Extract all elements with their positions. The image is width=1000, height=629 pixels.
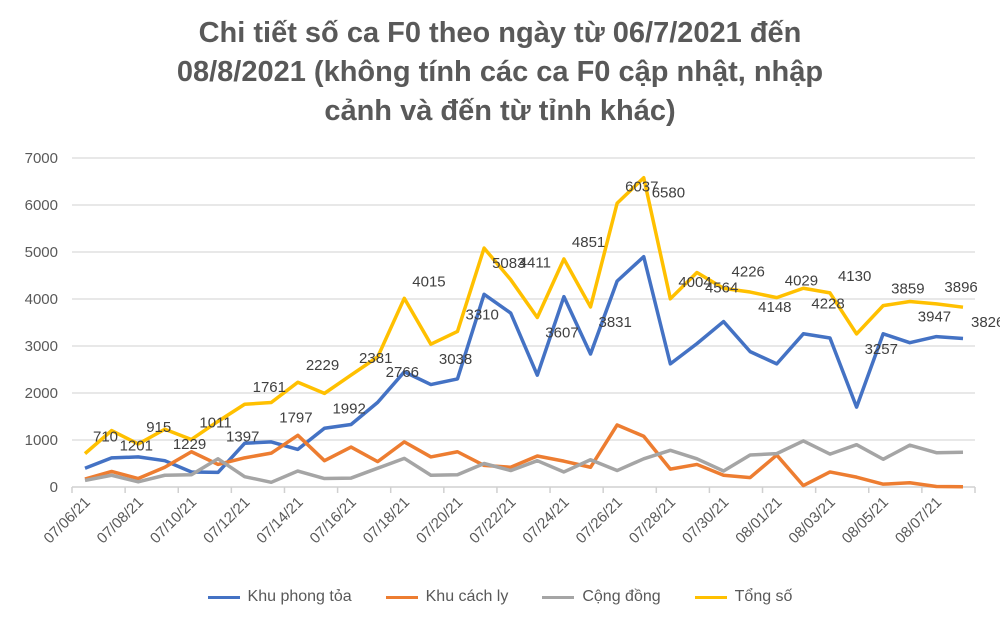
data-label: 4148 (758, 299, 791, 316)
data-label: 3831 (599, 314, 632, 331)
legend-item: Tổng số (694, 588, 793, 606)
data-label: 3896 (944, 279, 977, 296)
series-line-khu-phong-tỏa (84, 254, 964, 475)
data-label: 1761 (253, 379, 286, 396)
data-label: 4130 (838, 268, 871, 285)
data-label: 4411 (519, 255, 551, 272)
data-label: 3859 (891, 281, 924, 298)
x-tick-label: 07/16/21 (307, 494, 360, 547)
x-tick-label: 07/30/21 (679, 494, 732, 547)
series-line-cộng-đồng (84, 439, 964, 485)
data-label: 5083 (492, 255, 525, 272)
data-label: 1797 (279, 410, 312, 427)
data-label: 1201 (120, 438, 153, 455)
x-tick-label: 08/05/21 (839, 494, 892, 547)
x-tick-label: 07/08/21 (94, 494, 147, 547)
y-tick-label: 7000 (25, 150, 58, 167)
data-label: 6580 (652, 185, 685, 202)
x-tick-label: 08/07/21 (892, 494, 945, 547)
legend-swatch (694, 595, 727, 599)
data-label: 4029 (785, 273, 818, 290)
data-label: 2766 (386, 364, 419, 381)
x-tick-label: 07/20/21 (413, 494, 466, 547)
x-tick-label: 07/22/21 (466, 494, 519, 547)
data-label: 3038 (439, 351, 472, 368)
y-tick-label: 2000 (25, 385, 58, 402)
data-label: 4226 (732, 263, 765, 280)
legend-label: Cộng đồng (582, 588, 661, 605)
legend-swatch (385, 595, 418, 599)
legend-item: Khu cách ly (385, 588, 509, 606)
x-tick-label: 07/14/21 (253, 494, 306, 547)
y-tick-label: 5000 (25, 244, 58, 261)
legend-item: Cộng đồng (542, 588, 661, 606)
x-tick-label: 07/12/21 (200, 494, 253, 547)
legend: Khu phong tỏa Khu cách ly Cộng đồng Tổng số (0, 588, 1000, 606)
legend-label: Tổng số (734, 588, 793, 605)
legend-label: Khu cách ly (425, 588, 509, 605)
y-tick-label: 4000 (25, 291, 58, 308)
data-label: 1397 (226, 428, 259, 445)
x-tick-label: 07/28/21 (626, 494, 679, 547)
series-line-khu-cách-ly (84, 423, 964, 489)
data-label: 4228 (811, 295, 844, 312)
x-tick-label: 07/06/21 (41, 494, 94, 547)
data-label: 915 (146, 419, 171, 436)
data-label: 3826 (971, 314, 1000, 331)
x-tick-label: 07/26/21 (573, 494, 626, 547)
y-tick-label: 3000 (25, 338, 58, 355)
x-tick-label: 07/24/21 (519, 494, 572, 547)
series-line-tổng-số (83, 175, 964, 455)
data-label: 4851 (572, 234, 605, 251)
x-tick-label: 07/18/21 (360, 494, 413, 547)
data-label: 4004 (678, 274, 711, 291)
chart-title: Chi tiết số ca F0 theo ngày từ 06/7/2021… (0, 14, 1000, 131)
title-line-2: 08/8/2021 (không tính các ca F0 cập nhật… (176, 56, 824, 88)
data-label: 3257 (865, 341, 898, 358)
y-tick-label: 6000 (25, 197, 58, 214)
data-label: 1992 (332, 400, 365, 417)
data-label: 6037 (625, 178, 658, 195)
x-tick-label: 08/03/21 (785, 494, 838, 547)
data-label: 4015 (412, 273, 445, 290)
data-label: 1229 (173, 436, 206, 453)
data-label: 3947 (918, 308, 951, 325)
legend-swatch (207, 595, 240, 599)
data-label: 3607 (545, 324, 578, 341)
data-label: 1011 (199, 414, 231, 431)
data-label: 2381 (359, 350, 392, 367)
legend-label: Khu phong tỏa (247, 588, 352, 605)
data-label: 3310 (465, 306, 498, 323)
title-line-3: cảnh và đến từ tỉnh khác) (324, 95, 676, 127)
y-tick-label: 0 (50, 479, 58, 496)
title-line-1: Chi tiết số ca F0 theo ngày từ 06/7/2021… (198, 17, 802, 49)
y-tick-label: 1000 (25, 432, 58, 449)
data-label: 4564 (705, 279, 738, 296)
x-tick-label: 07/10/21 (147, 494, 200, 547)
data-label: 2229 (306, 357, 339, 374)
data-label: 710 (93, 429, 118, 446)
x-tick-label: 08/01/21 (732, 494, 785, 547)
legend-item: Khu phong tỏa (207, 588, 352, 606)
legend-swatch (542, 595, 575, 599)
